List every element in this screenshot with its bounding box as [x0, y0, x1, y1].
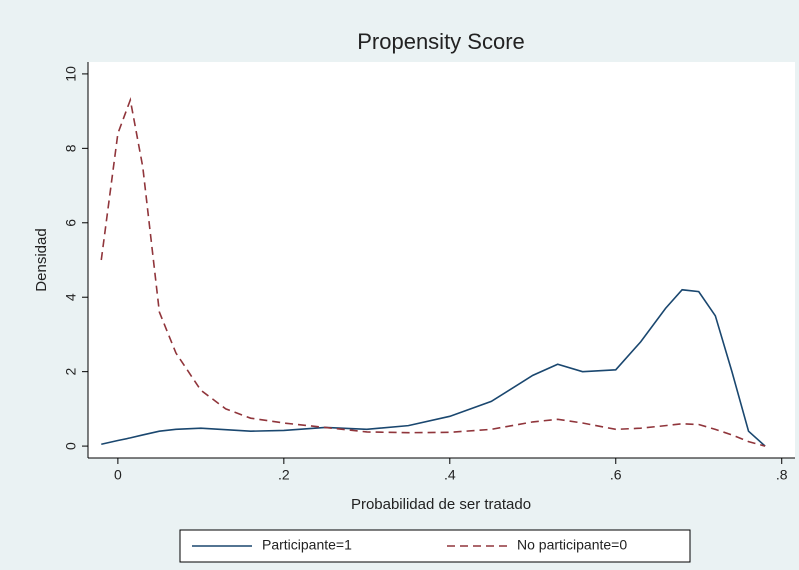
y-tick-label: 4 — [63, 293, 79, 301]
y-tick-label: 2 — [63, 368, 79, 376]
x-axis-title: Probabilidad de ser tratado — [351, 496, 531, 513]
chart-title: Propensity Score — [357, 29, 525, 54]
x-tick-label: .6 — [610, 467, 622, 483]
legend-box — [179, 529, 691, 563]
x-tick-label: .4 — [444, 467, 456, 483]
legend-label: No participante=0 — [517, 537, 627, 553]
x-tick-label: .2 — [278, 467, 290, 483]
x-tick-label: .8 — [776, 467, 788, 483]
series-line — [100, 96, 766, 447]
x-tick-label: 0 — [114, 467, 122, 483]
y-tick-label: 0 — [63, 442, 79, 450]
plot-area — [88, 62, 795, 458]
y-axis-title: Densidad — [33, 228, 50, 291]
y-tick-label: 10 — [63, 66, 79, 82]
y-tick-label: 6 — [63, 219, 79, 227]
series-line — [101, 288, 766, 447]
legend-label: Participante=1 — [262, 537, 352, 553]
y-tick-label: 8 — [63, 144, 79, 152]
